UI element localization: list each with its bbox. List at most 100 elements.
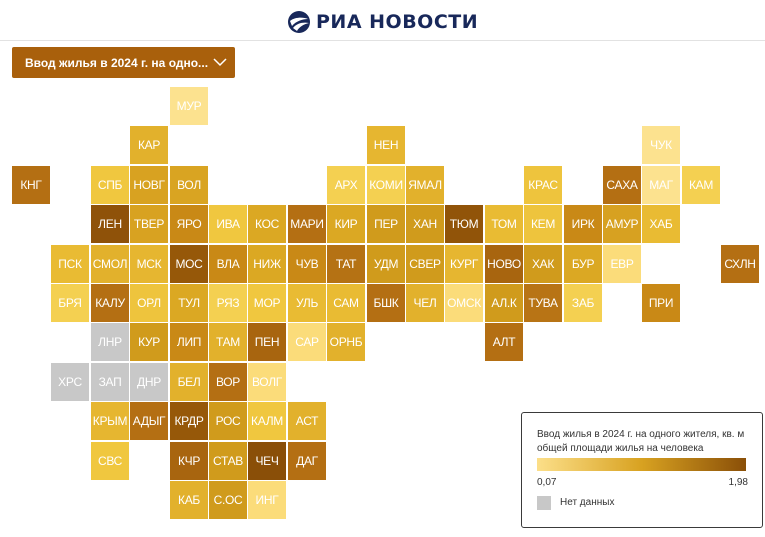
region-tile[interactable]: МАРИ xyxy=(288,205,326,243)
region-tile[interactable]: КАЛУ xyxy=(91,284,129,322)
legend-title: Ввод жилья в 2024 г. на одного жителя, к… xyxy=(537,429,745,454)
region-tile[interactable]: ДНР xyxy=(130,363,168,401)
region-tile[interactable]: КРЫМ xyxy=(91,402,129,440)
region-tile[interactable]: ОРЛ xyxy=(130,284,168,322)
region-tile[interactable]: КАЛМ xyxy=(248,402,286,440)
region-tile[interactable]: ЕВР xyxy=(603,245,641,283)
legend-min-value: 0,07 xyxy=(537,477,557,488)
region-tile[interactable]: ИРК xyxy=(564,205,602,243)
region-tile[interactable]: ХАБ xyxy=(642,205,680,243)
ria-logo[interactable]: РИА НОВОСТИ xyxy=(287,8,478,36)
region-tile[interactable]: ЛЕН xyxy=(91,205,129,243)
region-tile[interactable]: ОМСК xyxy=(445,284,483,322)
region-tile[interactable]: БРЯ xyxy=(51,284,89,322)
region-tile[interactable]: ДАГ xyxy=(288,442,326,480)
brand-name: РИА НОВОСТИ xyxy=(316,11,479,33)
region-tile[interactable]: СМОЛ xyxy=(91,245,129,283)
region-tile[interactable]: КАМ xyxy=(682,166,720,204)
region-tile[interactable]: КРАС xyxy=(524,166,562,204)
region-tile[interactable]: МАГ xyxy=(642,166,680,204)
legend-max-value: 1,98 xyxy=(728,477,748,488)
region-tile[interactable]: ТУЛ xyxy=(170,284,208,322)
region-tile[interactable]: ПСК xyxy=(51,245,89,283)
region-tile[interactable]: МОС xyxy=(170,245,208,283)
region-tile[interactable]: ХРС xyxy=(51,363,89,401)
region-tile[interactable]: ЧУК xyxy=(642,126,680,164)
region-tile[interactable]: КЕМ xyxy=(524,205,562,243)
region-tile[interactable]: КАР xyxy=(130,126,168,164)
region-tile[interactable]: МУР xyxy=(170,87,208,125)
region-tile[interactable]: СХЛН xyxy=(721,245,759,283)
chevron-down-icon xyxy=(213,58,227,67)
region-tile[interactable]: ВОР xyxy=(209,363,247,401)
region-tile[interactable]: НИЖ xyxy=(248,245,286,283)
region-tile[interactable]: ОРНБ xyxy=(327,323,365,361)
region-tile[interactable]: ЗАП xyxy=(91,363,129,401)
header-divider xyxy=(0,40,765,41)
region-tile[interactable]: САР xyxy=(288,323,326,361)
region-tile[interactable]: АЛ.К xyxy=(485,284,523,322)
region-tile[interactable]: СПБ xyxy=(91,166,129,204)
region-tile[interactable]: КНГ xyxy=(12,166,50,204)
region-tile[interactable]: ТАМ xyxy=(209,323,247,361)
region-tile[interactable]: АРХ xyxy=(327,166,365,204)
region-tile[interactable]: ВОЛ xyxy=(170,166,208,204)
region-tile[interactable]: САМ xyxy=(327,284,365,322)
region-tile[interactable]: ТВЕР xyxy=(130,205,168,243)
region-tile[interactable]: НОВО xyxy=(485,245,523,283)
region-tile[interactable]: ЧЕЛ xyxy=(406,284,444,322)
region-tile[interactable]: КОС xyxy=(248,205,286,243)
region-tile[interactable]: ТЮМ xyxy=(445,205,483,243)
region-tile[interactable]: КУР xyxy=(130,323,168,361)
region-tile[interactable]: С.ОС xyxy=(209,481,247,519)
region-tile[interactable]: ЯМАЛ xyxy=(406,166,444,204)
region-tile[interactable]: ПЕН xyxy=(248,323,286,361)
region-tile[interactable]: ИНГ xyxy=(248,481,286,519)
region-tile[interactable]: КРДР xyxy=(170,402,208,440)
region-tile[interactable]: РЯЗ xyxy=(209,284,247,322)
region-tile[interactable]: АМУР xyxy=(603,205,641,243)
region-tile[interactable]: СВЕР xyxy=(406,245,444,283)
region-tile[interactable]: ЯРО xyxy=(170,205,208,243)
region-tile[interactable]: КИР xyxy=(327,205,365,243)
region-tile[interactable]: ХАН xyxy=(406,205,444,243)
region-tile[interactable]: ЧУВ xyxy=(288,245,326,283)
region-tile[interactable]: ЗАБ xyxy=(564,284,602,322)
region-tile[interactable]: УДМ xyxy=(367,245,405,283)
region-tile[interactable]: ЧЕЧ xyxy=(248,442,286,480)
region-tile[interactable]: СВС xyxy=(91,442,129,480)
region-tile[interactable]: ТАТ xyxy=(327,245,365,283)
dropdown-label: Ввод жилья в 2024 г. на одно... xyxy=(25,55,209,70)
region-tile[interactable]: ВЛА xyxy=(209,245,247,283)
region-tile[interactable]: МСК xyxy=(130,245,168,283)
region-tile[interactable]: ХАК xyxy=(524,245,562,283)
region-tile[interactable]: БЕЛ xyxy=(170,363,208,401)
region-tile[interactable]: КУРГ xyxy=(445,245,483,283)
region-tile[interactable]: КАБ xyxy=(170,481,208,519)
region-tile[interactable]: НОВГ xyxy=(130,166,168,204)
region-tile[interactable]: НЕН xyxy=(367,126,405,164)
region-tile[interactable]: КЧР xyxy=(170,442,208,480)
region-tile[interactable]: КОМИ xyxy=(367,166,405,204)
region-tile[interactable]: АЛТ xyxy=(485,323,523,361)
region-tile[interactable]: РОС xyxy=(209,402,247,440)
region-tile[interactable]: АДЫГ xyxy=(130,402,168,440)
region-tile[interactable]: ЛИП xyxy=(170,323,208,361)
region-tile[interactable]: АСТ xyxy=(288,402,326,440)
region-tile[interactable]: САХА xyxy=(603,166,641,204)
region-tile[interactable]: БШК xyxy=(367,284,405,322)
legend-no-data-label: Нет данных xyxy=(560,497,615,508)
region-tile[interactable]: ИВА xyxy=(209,205,247,243)
region-tile[interactable]: ТУВА xyxy=(524,284,562,322)
region-tile[interactable]: ПЕР xyxy=(367,205,405,243)
region-tile[interactable]: ЛНР xyxy=(91,323,129,361)
region-tile[interactable]: ТОМ xyxy=(485,205,523,243)
legend-color-scale xyxy=(537,458,746,471)
region-tile[interactable]: ПРИ xyxy=(642,284,680,322)
region-tile[interactable]: МОР xyxy=(248,284,286,322)
region-tile[interactable]: БУР xyxy=(564,245,602,283)
region-tile[interactable]: ВОЛГ xyxy=(248,363,286,401)
region-tile[interactable]: УЛЬ xyxy=(288,284,326,322)
indicator-dropdown[interactable]: Ввод жилья в 2024 г. на одно... xyxy=(12,47,235,78)
region-tile[interactable]: СТАВ xyxy=(209,442,247,480)
